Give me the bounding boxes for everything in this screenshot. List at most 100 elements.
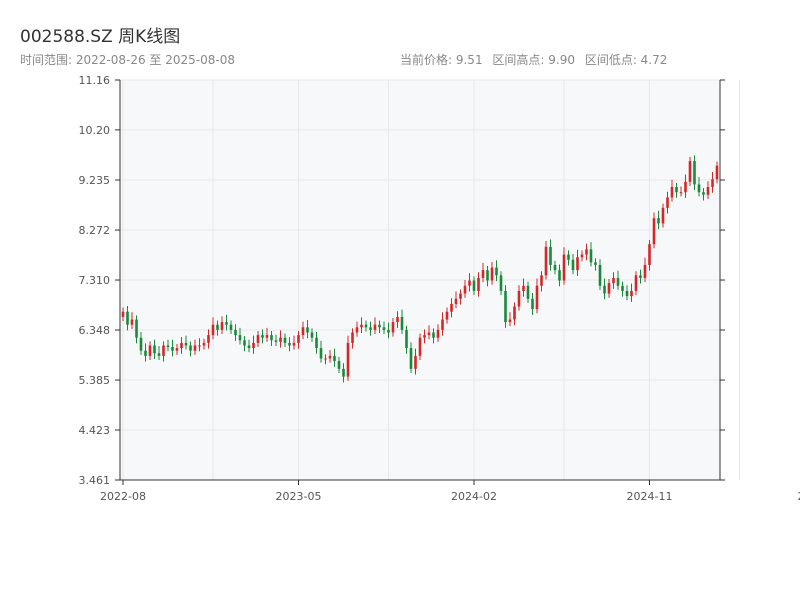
candle-body xyxy=(274,340,278,342)
candle-body xyxy=(306,327,309,333)
candle-body xyxy=(171,347,174,351)
x-tick-label: 2022-08 xyxy=(100,490,146,503)
range-high: 区间高点: 9.90 xyxy=(492,53,575,67)
candle-body xyxy=(693,161,696,185)
candle-body xyxy=(157,353,161,356)
candle-body xyxy=(301,327,305,336)
candle-body xyxy=(261,335,264,338)
chart-title: 002588.SZ 周K线图 xyxy=(20,27,181,47)
candle-body xyxy=(684,181,687,193)
candle-body xyxy=(432,332,435,338)
candle-body xyxy=(697,184,701,193)
candle-body xyxy=(198,345,201,347)
candle-body xyxy=(279,337,282,342)
candle-body xyxy=(661,207,665,224)
x-tick-label: 2023-05 xyxy=(276,490,322,503)
candle-body xyxy=(315,337,318,349)
candle-body xyxy=(679,192,683,194)
candle-body xyxy=(405,329,408,349)
candle-body xyxy=(657,218,660,224)
candle-body xyxy=(513,306,516,320)
candle-body xyxy=(706,187,710,195)
candle-body xyxy=(576,257,579,271)
candle-body xyxy=(126,311,129,325)
candle-body xyxy=(621,285,624,291)
candle-body xyxy=(463,285,467,294)
candle-body xyxy=(148,345,152,356)
candle-body xyxy=(445,311,449,320)
y-tick-label: 11.16 xyxy=(79,74,111,87)
candle-body xyxy=(630,290,633,297)
candle-body xyxy=(162,345,165,356)
candle-body xyxy=(607,283,611,294)
candle-body xyxy=(373,324,377,330)
candle-body xyxy=(598,264,602,286)
candle-body xyxy=(580,254,584,258)
candle-body xyxy=(319,348,323,359)
candle-body xyxy=(346,342,350,377)
candle-body xyxy=(418,337,422,356)
candle-body xyxy=(324,358,327,360)
candle-body xyxy=(166,345,170,348)
candle-body xyxy=(333,355,336,362)
candle-body xyxy=(544,246,548,276)
candle-body xyxy=(175,348,179,351)
candle-body xyxy=(409,348,413,369)
candle-body xyxy=(711,179,714,188)
candle-body xyxy=(243,340,246,346)
candle-body xyxy=(508,319,512,323)
candle-body xyxy=(571,259,575,271)
candle-body xyxy=(283,337,287,343)
candle-body xyxy=(292,342,296,346)
y-tick-label: 10.20 xyxy=(79,124,111,137)
y-tick-label: 4.423 xyxy=(79,424,111,437)
candle-body xyxy=(504,290,507,323)
candle-body xyxy=(535,285,539,310)
candle-body xyxy=(211,324,215,336)
y-tick-label: 6.348 xyxy=(79,324,111,337)
candle-body xyxy=(585,249,588,255)
candle-body xyxy=(436,329,440,338)
candle-body xyxy=(612,277,615,284)
candle-body xyxy=(526,285,530,299)
candle-body xyxy=(130,319,134,325)
candle-body xyxy=(351,332,354,343)
candle-body xyxy=(364,324,368,328)
candle-body xyxy=(360,324,363,328)
x-tick-label: 2025-07 xyxy=(798,490,800,503)
candle-body xyxy=(238,335,242,341)
candle-body xyxy=(666,197,669,208)
candle-body xyxy=(423,335,426,338)
candle-body xyxy=(414,355,417,369)
candle-body xyxy=(220,322,224,330)
candle-body xyxy=(625,290,629,297)
candle-body xyxy=(400,316,404,330)
candle-body xyxy=(522,285,525,291)
y-tick-label: 8.272 xyxy=(79,224,111,237)
candle-body xyxy=(688,161,692,182)
candle-body xyxy=(459,293,462,299)
candle-body xyxy=(247,345,251,349)
candle-body xyxy=(441,319,444,330)
candle-body xyxy=(382,327,386,330)
candle-body xyxy=(670,187,674,198)
candle-body xyxy=(234,329,237,336)
candle-body xyxy=(490,267,494,281)
candle-body xyxy=(342,368,345,377)
y-tick-label: 7.310 xyxy=(79,274,111,287)
candle-body xyxy=(603,285,606,294)
candle-body xyxy=(427,332,431,336)
candle-body xyxy=(310,332,314,338)
candle-body xyxy=(567,254,570,260)
candle-body xyxy=(189,345,192,351)
candle-body xyxy=(499,275,503,291)
candle-body xyxy=(652,218,656,245)
candle-body xyxy=(558,270,561,281)
candle-body xyxy=(270,335,273,341)
candle-body xyxy=(387,329,390,333)
candle-body xyxy=(517,290,521,307)
candle-body xyxy=(639,275,642,278)
candle-body xyxy=(202,342,206,346)
candles xyxy=(121,155,719,383)
candle-body xyxy=(477,277,480,291)
